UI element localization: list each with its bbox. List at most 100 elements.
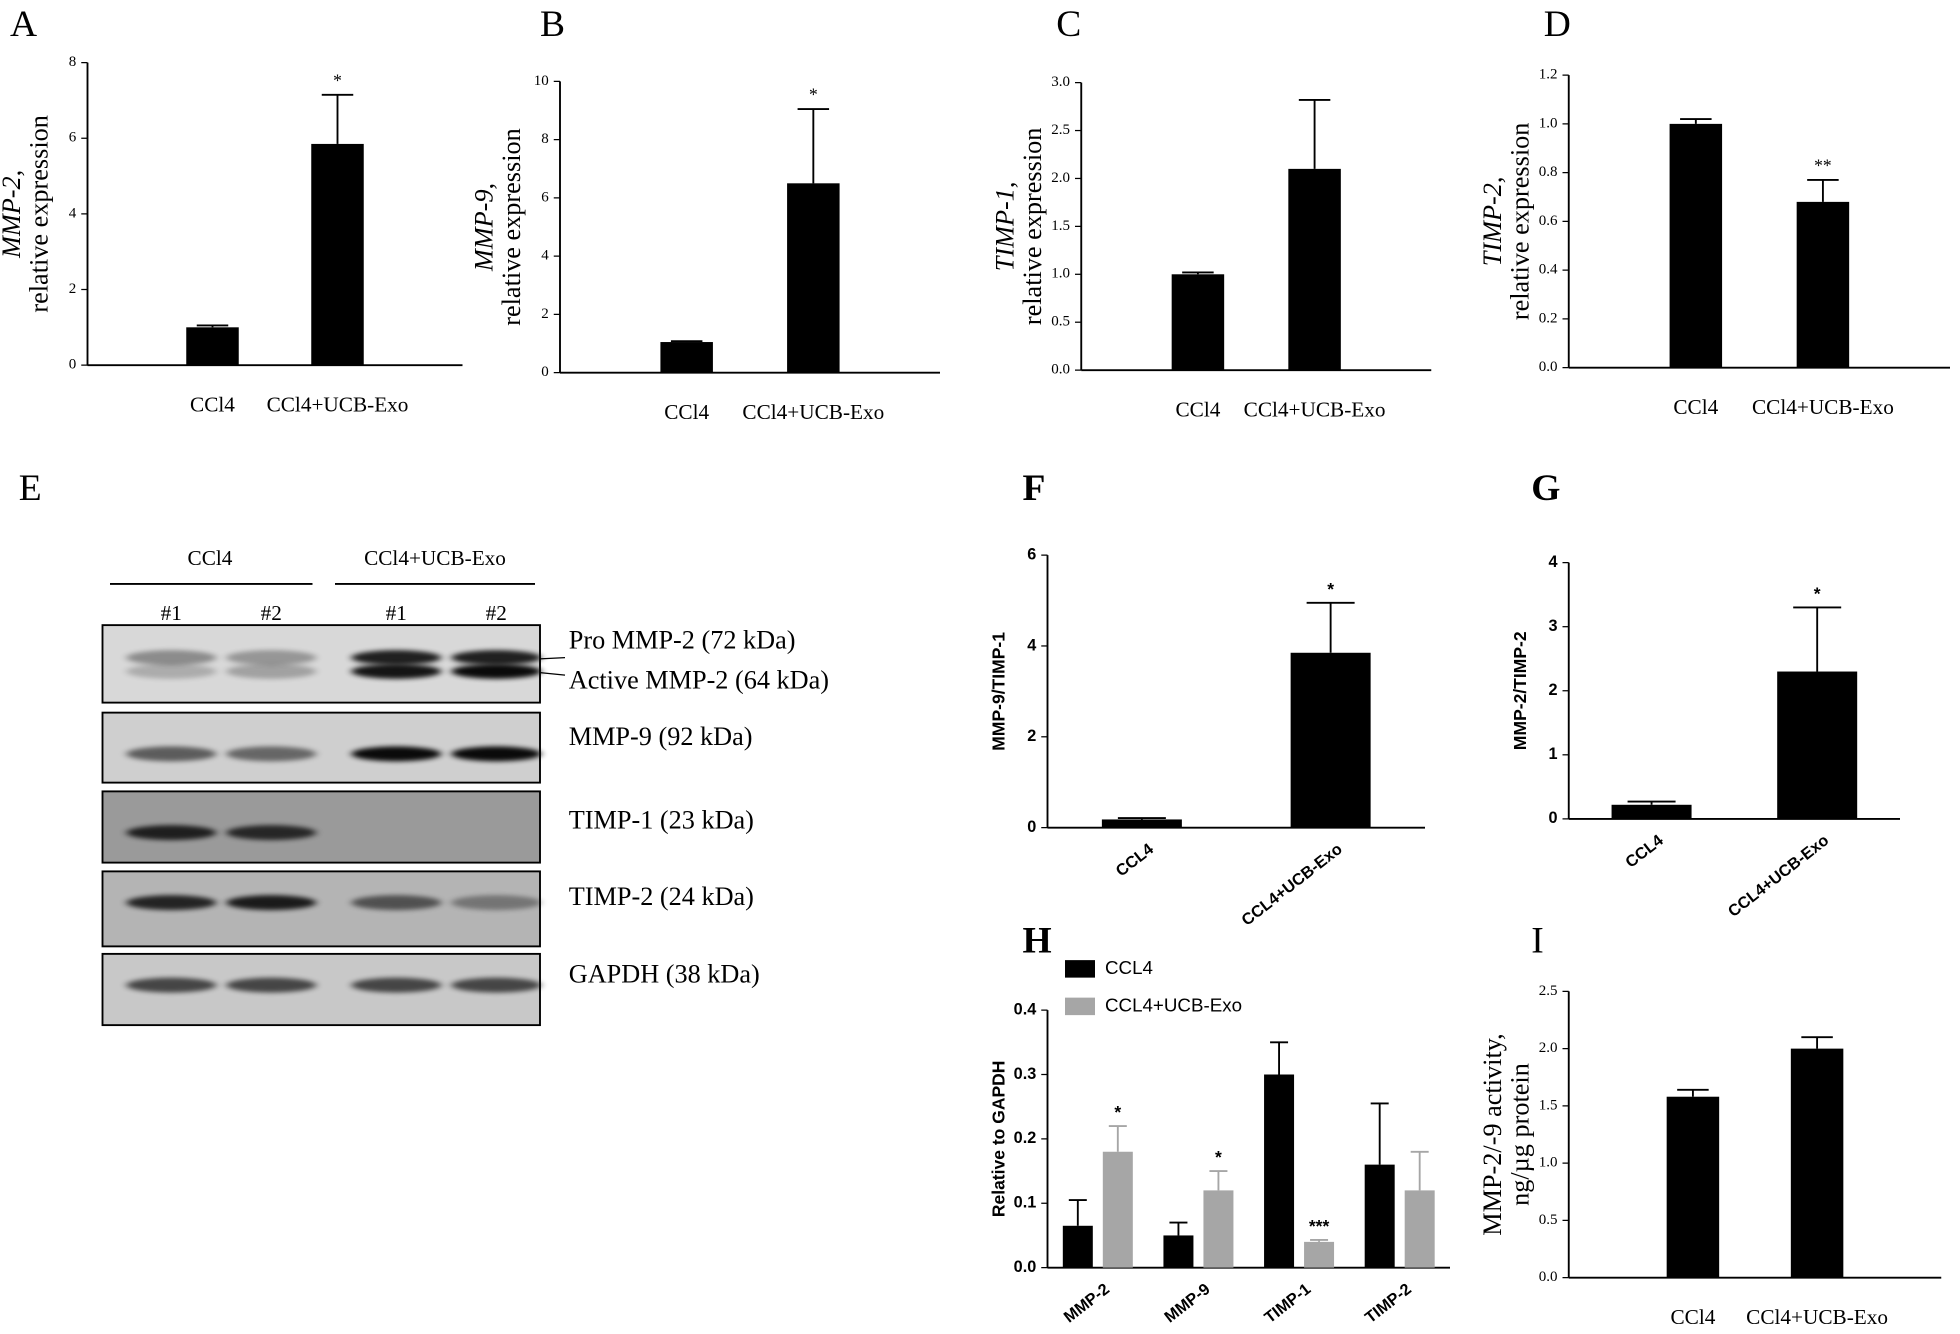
blot-band xyxy=(126,895,217,911)
significance-label: * xyxy=(809,85,818,105)
y-tick-label: 0.3 xyxy=(1014,1065,1037,1083)
y-tick-label: 0 xyxy=(1548,809,1557,827)
band-label: TIMP-1 (23 kDa) xyxy=(569,806,754,835)
bar xyxy=(1669,123,1723,368)
band-label: Pro MMP-2 (72 kDa) xyxy=(569,626,796,655)
significance-label: *** xyxy=(1309,1216,1330,1236)
y-tick-label: 6 xyxy=(1027,545,1036,563)
y-tick-label: 0 xyxy=(69,357,77,373)
y-tick-label: 8 xyxy=(541,131,549,147)
blot-band xyxy=(451,663,542,679)
bar xyxy=(1171,274,1225,371)
x-tick-label: CCL4 xyxy=(1622,831,1667,871)
blot-band xyxy=(351,650,442,666)
x-tick-label: CCl4 xyxy=(190,392,235,416)
y-tick-label: 2 xyxy=(541,306,549,322)
bar xyxy=(1790,1048,1844,1278)
bar xyxy=(1796,201,1850,368)
y-tick-label: 0.0 xyxy=(1014,1258,1037,1276)
panel-letter: E xyxy=(19,468,42,509)
chart-panel: A MMP-2,relative expression 0 2 4 6 8 CCl4 CCl4+… xyxy=(0,4,463,416)
band-pointer xyxy=(539,672,566,676)
x-tick-label: CCl4+UCB-Exo xyxy=(1244,397,1386,421)
x-tick-label: CCl4 xyxy=(1670,1305,1715,1329)
lane-label: #2 xyxy=(486,601,507,625)
y-axis-label: relative expression xyxy=(497,128,526,326)
blot-band xyxy=(351,895,442,911)
y-tick-label: 2 xyxy=(1027,727,1036,745)
y-tick-label: 8 xyxy=(69,54,77,70)
x-tick-label: CCL4+UCB-Exo xyxy=(1238,840,1346,930)
group-label: CCl4 xyxy=(188,546,233,570)
significance-label: * xyxy=(1114,1102,1121,1122)
legend-label: CCL4+UCB-Exo xyxy=(1105,994,1242,1015)
y-tick-label: 0.0 xyxy=(1539,1269,1558,1285)
bar xyxy=(186,327,239,366)
panel-letter: I xyxy=(1531,920,1544,961)
x-tick-label: CCl4 xyxy=(1673,395,1718,419)
bar xyxy=(1611,804,1692,819)
y-tick-label: 0 xyxy=(1027,818,1036,836)
bar xyxy=(1288,168,1341,371)
x-tick-label: CCL4 xyxy=(1112,840,1157,880)
bar xyxy=(1404,1190,1435,1268)
y-tick-label: 1.0 xyxy=(1539,1155,1558,1171)
x-tick-label: TIMP-2 xyxy=(1362,1280,1415,1327)
bar xyxy=(787,183,840,373)
western-blot: CCl4 CCl4+UCB-Exo #1 #2 #1 #2 Pro MMP-2 (72 kD… xyxy=(101,546,829,1027)
y-tick-label: 0.0 xyxy=(1539,359,1558,375)
y-tick-label: 0.5 xyxy=(1539,1212,1558,1228)
y-axis-label: MMP-2/TIMP-2 xyxy=(1510,631,1530,750)
bar xyxy=(1101,819,1182,828)
group-label: CCl4+UCB-Exo xyxy=(364,546,506,570)
legend-label: CCL4 xyxy=(1105,957,1153,978)
bar xyxy=(1777,671,1858,819)
chart-panel: H Relative to GAPDH 0.0 0.1 0.2 0.3 0.4 MMP-2 * M… xyxy=(989,920,1450,1327)
y-axis-label: relative expression xyxy=(1018,128,1047,326)
blot-band xyxy=(451,746,542,762)
y-axis-label: TIMP-1, xyxy=(991,182,1020,272)
panel-letter: G xyxy=(1531,468,1560,509)
bar xyxy=(1304,1241,1335,1268)
y-tick-label: 2 xyxy=(69,281,77,297)
y-axis-label: ng/µg protein xyxy=(1506,1063,1535,1206)
panel-letter: H xyxy=(1023,920,1052,961)
significance-label: * xyxy=(1327,579,1334,599)
bar xyxy=(311,143,364,366)
bar xyxy=(1364,1164,1395,1268)
y-tick-label: 3 xyxy=(1548,617,1557,635)
x-tick-label: CCl4+UCB-Exo xyxy=(267,392,409,416)
blot-band xyxy=(451,977,542,993)
y-tick-label: 0.5 xyxy=(1051,314,1070,330)
y-tick-label: 0.0 xyxy=(1051,362,1070,378)
y-tick-label: 1.2 xyxy=(1539,67,1558,83)
y-tick-label: 3.0 xyxy=(1051,74,1070,90)
blot-band xyxy=(226,746,317,762)
chart-panel: D TIMP-2,relative expression 0.0 0.2 0.4 0.6 0… xyxy=(1478,4,1950,419)
bar xyxy=(1203,1190,1234,1268)
blot-band xyxy=(126,650,217,666)
panel-letter: C xyxy=(1056,4,1081,45)
panel-letter: F xyxy=(1023,468,1046,509)
blot-band xyxy=(351,746,442,762)
blot-band xyxy=(226,663,317,679)
y-tick-label: 2.5 xyxy=(1539,983,1558,999)
chart-panel: C TIMP-1,relative expression 0.0 0.5 1.0 1.5 2… xyxy=(991,4,1432,421)
y-tick-label: 2.0 xyxy=(1051,170,1070,186)
chart-panel: B MMP-9,relative expression 0 2 4 6 8 10 CCl4 CCl… xyxy=(469,4,940,424)
y-tick-label: 1 xyxy=(1548,745,1557,763)
bar xyxy=(1290,652,1371,828)
band-label: Active MMP-2 (64 kDa) xyxy=(569,666,829,695)
y-axis-label: relative expression xyxy=(1506,123,1535,321)
legend-swatch xyxy=(1065,997,1095,1016)
y-tick-label: 10 xyxy=(534,73,549,89)
x-tick-label: CCl4 xyxy=(664,400,709,424)
y-tick-label: 2 xyxy=(1548,681,1557,699)
x-tick-label: MMP-2 xyxy=(1061,1280,1113,1326)
x-tick-label: TIMP-1 xyxy=(1261,1280,1314,1327)
blot-band xyxy=(226,895,317,911)
y-tick-label: 0.8 xyxy=(1539,164,1558,180)
y-tick-label: 0.6 xyxy=(1539,213,1558,229)
